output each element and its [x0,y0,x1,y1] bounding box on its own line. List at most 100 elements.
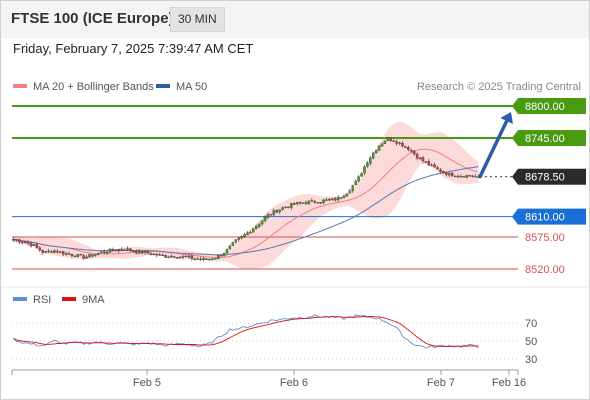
candle [123,248,126,251]
candle [439,167,442,174]
rsi-tick-label: 30 [525,354,537,366]
candle [85,254,88,259]
level-label-8800-00: 8800.00 [525,101,565,113]
candle [398,141,401,146]
candle [363,165,366,176]
bollinger-legend-swatch [13,84,27,88]
timeframe-badge[interactable]: 30 MIN [170,7,225,32]
forecast-arrow-head [500,112,513,125]
rsi-tick-label: 70 [525,318,537,330]
candle [293,202,296,206]
x-tick-label: Feb 7 [427,377,455,389]
candle [143,249,147,255]
candle [254,224,258,230]
candle [23,240,27,244]
candle [202,256,205,262]
candle [316,202,319,204]
candle [333,196,337,202]
level-label-box [518,168,586,185]
candle [263,215,267,223]
candle [149,251,153,256]
x-tick-label: Feb 6 [280,377,308,389]
candle [15,239,18,242]
candle [240,235,243,240]
candle [421,155,425,164]
candle [50,249,53,253]
candle [404,145,407,148]
candle [345,193,349,197]
candle [152,253,156,256]
candle [187,253,191,259]
candle [234,239,238,244]
candle [211,257,214,261]
candle [120,247,123,252]
level-label-8575-00: 8575.00 [525,232,565,244]
candle [146,249,150,255]
ma9-legend-label: 9MA [82,294,105,306]
source-credit: Research © 2025 Trading Central [417,81,581,93]
candle [105,250,109,255]
candle [456,174,460,178]
candle [284,206,287,209]
candle [91,254,94,258]
candle [389,137,393,142]
level-labels: 8800.00 8745.00 8678.50 8610.00 8575.00 8520.… [512,98,586,276]
level-label-pointer [512,168,518,185]
candle [67,251,71,255]
candle [354,179,357,186]
datetime-label: Friday, February 7, 2025 7:39:47 AM CET [13,41,254,56]
candle [214,258,217,260]
candle [161,253,164,257]
candle [29,241,33,248]
candle [459,174,463,178]
candle [79,253,82,256]
candle [38,245,42,253]
candle [167,255,170,259]
candle [158,252,161,256]
ma50-legend-swatch [156,84,170,88]
candle [56,248,59,254]
candle [427,159,431,166]
level-label-pointer [512,98,518,114]
candle [275,209,278,214]
candle [442,170,445,174]
candle [436,165,439,170]
candle [331,198,334,201]
bollinger-band-area [13,121,479,270]
candle [424,161,428,164]
candle [325,197,328,201]
candle [18,238,21,245]
candle [339,197,343,200]
candle [35,242,39,250]
candle [266,212,270,220]
candle [199,256,202,261]
candle [99,250,103,254]
level-label-pointer [512,130,518,147]
ma9-legend-swatch [62,297,76,301]
level-label-box [518,208,586,225]
candle [97,252,100,256]
candle [462,176,466,178]
ma50-legend-label: MA 50 [176,81,207,93]
candle [44,251,47,254]
candle [196,257,199,261]
candle [295,201,299,206]
candle [386,136,390,141]
candle [410,148,413,153]
candle [301,202,305,204]
level-label-8520-00: 8520.00 [525,264,565,276]
candle [336,194,340,203]
candle [249,230,252,234]
candle [64,251,68,256]
level-label-box [518,130,586,147]
candle [135,249,138,255]
candle [328,197,331,202]
moving-averages [13,148,479,259]
candle [257,222,261,228]
candle [132,250,135,253]
candle [281,206,284,211]
candle [173,256,176,259]
candle [114,249,118,252]
candle [310,198,314,202]
candle [193,257,197,261]
